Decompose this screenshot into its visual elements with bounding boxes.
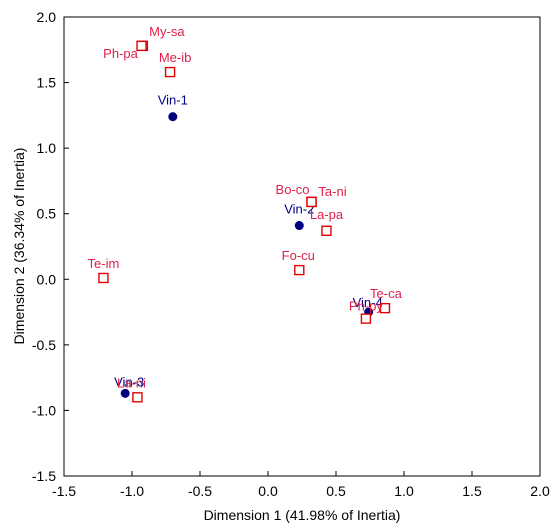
point-label-te-im: Te-im [88, 256, 120, 271]
point-label-vin-3: Vin-3 [114, 374, 144, 389]
x-tick-label: -1.5 [52, 483, 76, 499]
point-label-la-ni: La-ni [117, 375, 146, 390]
x-tick-label: 1.5 [462, 483, 482, 499]
y-axis-title: Dimension 2 (36.34% of Inertia) [11, 148, 27, 345]
y-tick-label: -1.0 [32, 402, 56, 418]
point-label-vin-4: Vin-4 [353, 295, 383, 310]
x-tick-label: 0.0 [258, 483, 278, 499]
x-tick-label: -0.5 [188, 483, 212, 499]
x-tick-label: -1.0 [120, 483, 144, 499]
point-label-te-ca: Te-ca [370, 286, 403, 301]
point-marker-vin-3 [120, 388, 130, 398]
point-marker-te-im [98, 272, 109, 284]
point-label-my-sa: My-sa [149, 24, 185, 39]
y-tick-label: -1.5 [32, 468, 56, 484]
y-tick-label: 0.5 [37, 206, 57, 222]
point-label-vin-1: Vin-1 [158, 93, 188, 108]
point-marker-fo-cu [294, 264, 305, 276]
point-label-me-ib: Me-ib [159, 50, 192, 65]
y-tick-label: 2.0 [37, 9, 57, 25]
x-tick-label: 2.0 [530, 483, 550, 499]
point-label-ph-py: Ph-py [349, 299, 383, 314]
point-marker-la-ni [132, 392, 143, 403]
point-marker-me-ib [164, 66, 176, 78]
point-marker-te-ca [379, 302, 391, 314]
point-label-la-pa: La-pa [310, 207, 344, 222]
point-label-bo-co: Bo-co [276, 182, 310, 197]
point-marker-ta-ni [306, 196, 317, 208]
point-label-ta-ni: Ta-ni [318, 184, 346, 199]
x-tick-label: 1.0 [394, 483, 414, 499]
point-marker-la-pa [321, 225, 332, 236]
x-tick-label: 0.5 [326, 483, 346, 499]
y-tick-label: 0.0 [37, 271, 57, 287]
point-marker-ph-pa [136, 40, 147, 52]
point-marker-ph-py [360, 313, 372, 324]
y-tick-label: -0.5 [32, 337, 56, 353]
point-label-ph-pa: Ph-pa [103, 46, 138, 61]
point-label-fo-cu: Fo-cu [282, 248, 315, 263]
y-axis-ticks: -1.5 -1.0 -0.5 0.0 0.5 1.0 1.5 2.0 [32, 9, 69, 484]
point-marker-vin-1 [168, 112, 178, 122]
y-tick-label: 1.0 [37, 140, 57, 156]
x-axis-title: Dimension 1 (41.98% of Inertia) [204, 507, 401, 523]
point-marker-vin-2 [294, 221, 304, 231]
x-axis-ticks: -1.5 -1.0 -0.5 0.0 0.5 1.0 1.5 2.0 [52, 471, 550, 499]
plot-frame [63, 16, 541, 477]
y-tick-label: 1.5 [37, 75, 57, 91]
